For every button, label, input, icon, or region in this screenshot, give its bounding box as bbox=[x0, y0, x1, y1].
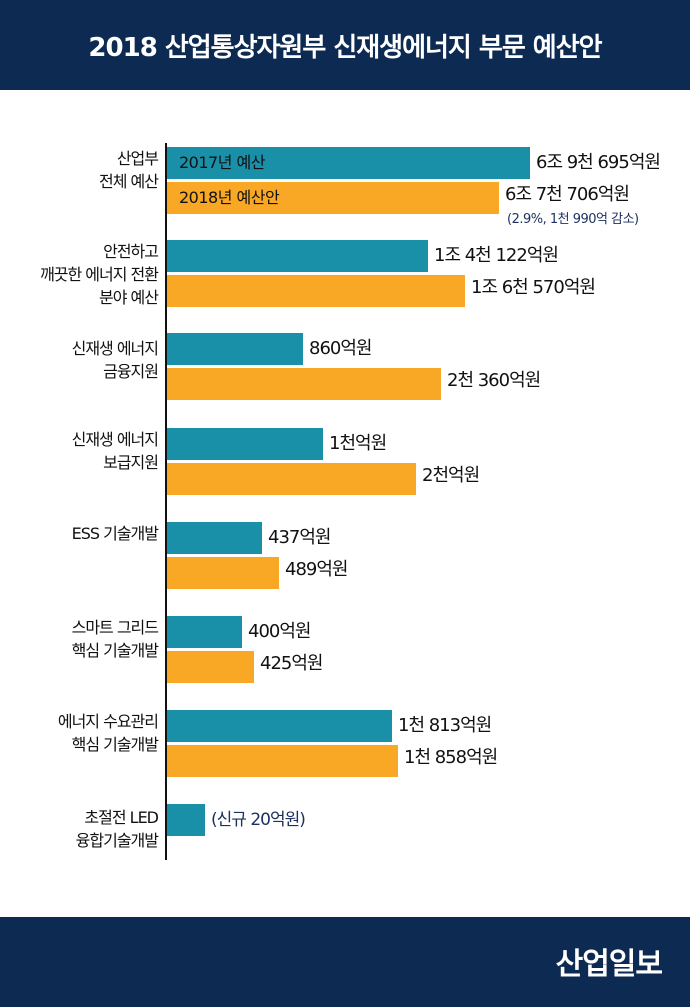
bar-2018 bbox=[167, 651, 254, 683]
bar-2018 bbox=[167, 745, 398, 777]
value-label-2017: 400억원 bbox=[248, 621, 311, 642]
bar-2018 bbox=[167, 368, 441, 400]
page-title: 2018 산업통상자원부 신재생에너지 부문 예산안 bbox=[88, 32, 602, 63]
category-label: 에너지 수요관리 핵심 기술개발 bbox=[57, 712, 159, 754]
value-label-2017: 1천 813억원 bbox=[398, 715, 492, 736]
value-label-2018: 2천억원 bbox=[422, 465, 480, 486]
bar-2018-new bbox=[167, 804, 205, 836]
category-label: 스마트 그리드 핵심 기술개발 bbox=[71, 618, 159, 660]
bar-2018: 2018년 예산안 bbox=[167, 182, 499, 214]
publisher-logo: 산업일보 bbox=[555, 947, 663, 982]
value-label-2017: 1조 4천 122억원 bbox=[434, 245, 559, 266]
value-label-2018: 489억원 bbox=[285, 559, 348, 580]
value-label-2017: 437억원 bbox=[268, 527, 331, 548]
bar-2017 bbox=[167, 240, 428, 272]
bar-2018 bbox=[167, 275, 465, 307]
y-axis-line bbox=[165, 143, 167, 860]
header: 2018 산업통상자원부 신재생에너지 부문 예산안 bbox=[0, 0, 690, 90]
category-label: 안전하고 깨끗한 에너지 전환 분야 예산 bbox=[40, 242, 159, 307]
category-label: 신재생 에너지 금융지원 bbox=[71, 339, 159, 381]
value-label-2018: 6조 7천 706억원 bbox=[505, 184, 630, 205]
bar-2017 bbox=[167, 333, 303, 365]
footer: 산업일보 bbox=[0, 917, 690, 1007]
bar-2018 bbox=[167, 557, 279, 589]
category-label: 신재생 에너지 보급지원 bbox=[71, 430, 159, 472]
value-label-2018: 1천 858억원 bbox=[404, 747, 498, 768]
value-label-2017: 860억원 bbox=[309, 338, 372, 359]
legend-2017: 2017년 예산 bbox=[179, 153, 265, 172]
value-label-2018: 2천 360억원 bbox=[447, 370, 541, 391]
bar-2017 bbox=[167, 616, 242, 648]
value-label-2018: 425억원 bbox=[260, 653, 323, 674]
legend-2018: 2018년 예산안 bbox=[179, 188, 280, 207]
value-label-2018: 1조 6천 570억원 bbox=[471, 277, 596, 298]
bar-2017 bbox=[167, 428, 323, 460]
change-note: (2.9%, 1천 990억 감소) bbox=[507, 212, 639, 227]
value-label-2017: 1천억원 bbox=[329, 433, 387, 454]
bar-2017 bbox=[167, 522, 262, 554]
value-label-new: (신규 20억원) bbox=[211, 810, 306, 830]
bar-2017: 2017년 예산 bbox=[167, 147, 530, 179]
category-label: 산업부 전체 예산 bbox=[99, 149, 159, 191]
bar-2017 bbox=[167, 710, 392, 742]
category-label: 초절전 LED 융합기술개발 bbox=[75, 808, 159, 850]
value-label-2017: 6조 9천 695억원 bbox=[536, 152, 661, 173]
category-label: ESS 기술개발 bbox=[71, 524, 159, 543]
bar-2018 bbox=[167, 463, 416, 495]
